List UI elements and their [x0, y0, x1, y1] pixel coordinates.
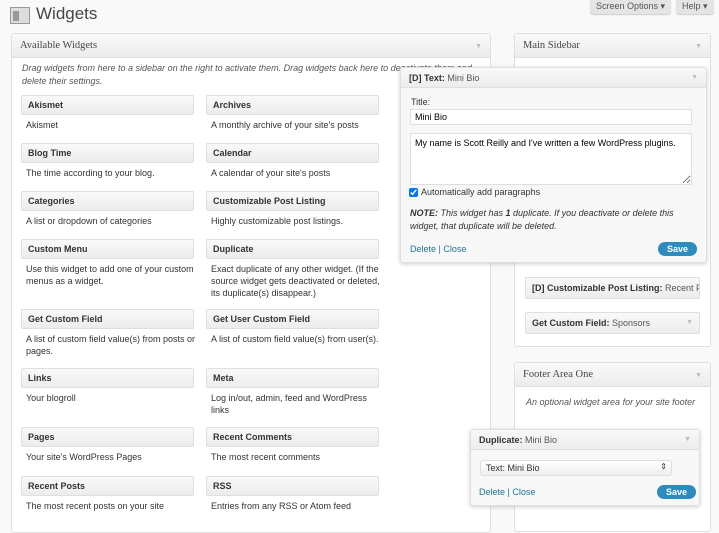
available-widgets-title: Available Widgets [20, 40, 98, 51]
widget-description: Akismet [26, 120, 59, 130]
main-sidebar-title: Main Sidebar [523, 40, 580, 51]
widget-description: Your site's WordPress Pages [26, 452, 142, 462]
available-widget[interactable]: Akismet [21, 95, 194, 115]
auto-paragraphs-checkbox[interactable] [409, 187, 418, 197]
widget-description: The most recent posts on your site [26, 501, 165, 511]
screen-options-button[interactable]: Screen Options ▾ [590, 0, 672, 14]
widget-description: Entries from any RSS or Atom feed [211, 501, 352, 511]
widget-description: Your blogroll [26, 393, 76, 403]
available-widget[interactable]: Get Custom Field [21, 309, 194, 329]
widget-description: Log in/out, admin, feed and WordPress li… [211, 393, 367, 415]
collapse-arrow-icon[interactable]: ▼ [475, 42, 482, 50]
available-widget[interactable]: Archives [206, 95, 379, 115]
help-button[interactable]: Help ▾ [676, 0, 714, 14]
available-widgets-header[interactable]: Available Widgets ▼ [12, 34, 490, 58]
widget-description: Use this widget to add one of your custo… [26, 264, 194, 286]
save-button[interactable]: Save [657, 485, 697, 499]
title-input[interactable] [410, 109, 692, 125]
duplicate-widget-form: Duplicate: Mini Bio ▼ Text: Mini Bio ⇕ Del… [470, 429, 700, 506]
collapse-arrow-icon[interactable]: ▼ [695, 371, 702, 379]
available-widget[interactable]: Meta [206, 368, 379, 388]
available-widget[interactable]: Duplicate [206, 239, 379, 259]
available-widget[interactable]: Pages [21, 427, 194, 447]
main-sidebar-header[interactable]: Main Sidebar ▼ [515, 34, 710, 58]
source-widget-select[interactable]: Text: Mini Bio ⇕ [480, 460, 672, 476]
text-content-textarea[interactable]: My name is Scott Reilly and I've written… [410, 133, 692, 185]
footer-area-header[interactable]: Footer Area One ▼ [515, 363, 710, 387]
widget-description: A list of custom field value(s) from pos… [26, 334, 196, 356]
text-widget-header[interactable]: [D] Text: Mini Bio ▼ [401, 68, 706, 88]
widgets-page-icon [10, 7, 30, 24]
close-link[interactable]: Close [512, 487, 536, 497]
page-title: Widgets [36, 4, 98, 23]
available-widget[interactable]: Customizable Post Listing [206, 191, 379, 211]
save-button[interactable]: Save [658, 242, 698, 256]
available-widgets-description: Drag widgets from here to a sidebar on t… [22, 63, 472, 86]
sidebar-widget-customizable-post-listing[interactable]: [D] Customizable Post Listing: Recent Po… [525, 277, 700, 299]
available-widget[interactable]: Get User Custom Field [206, 309, 379, 329]
available-widget[interactable]: Custom Menu [21, 239, 194, 259]
widget-description: A calendar of your site's posts [211, 168, 331, 178]
widget-description: A monthly archive of your site's posts [211, 120, 359, 130]
footer-area-title: Footer Area One [523, 369, 593, 380]
available-widget[interactable]: Calendar [206, 143, 379, 163]
duplicate-note: NOTE: This widget has 1 duplicate. If yo… [410, 208, 674, 231]
widget-description: A list or dropdown of categories [26, 216, 152, 226]
select-arrows-icon: ⇕ [660, 462, 667, 471]
widget-description: The time according to your blog. [26, 168, 155, 178]
widget-description: Highly customizable post listings. [211, 216, 344, 226]
delete-link[interactable]: Delete [410, 244, 437, 254]
widget-description: The most recent comments [211, 452, 321, 462]
available-widget[interactable]: RSS [206, 476, 379, 496]
sidebar-widget-get-custom-field[interactable]: Get Custom Field: Sponsors ▼ [525, 312, 700, 334]
title-label: Title: [411, 97, 431, 107]
footer-area-description: An optional widget area for your site fo… [526, 397, 696, 407]
duplicate-widget-header[interactable]: Duplicate: Mini Bio ▼ [471, 430, 699, 450]
available-widget[interactable]: Recent Comments [206, 427, 379, 447]
available-widget[interactable]: Categories [21, 191, 194, 211]
available-widget[interactable]: Recent Posts [21, 476, 194, 496]
available-widget[interactable]: Blog Time [21, 143, 194, 163]
auto-paragraphs-label: Automatically add paragraphs [421, 187, 541, 197]
widget-description: Exact duplicate of any other widget. (If… [211, 264, 380, 298]
collapse-arrow-icon[interactable]: ▼ [695, 42, 702, 50]
text-widget-form: [D] Text: Mini Bio▼ Title: My name is Sc… [400, 67, 707, 263]
available-widget[interactable]: Links [21, 368, 194, 388]
widget-description: A list of custom field value(s) from use… [211, 334, 379, 344]
close-link[interactable]: Close [443, 244, 467, 254]
delete-link[interactable]: Delete [479, 487, 506, 497]
